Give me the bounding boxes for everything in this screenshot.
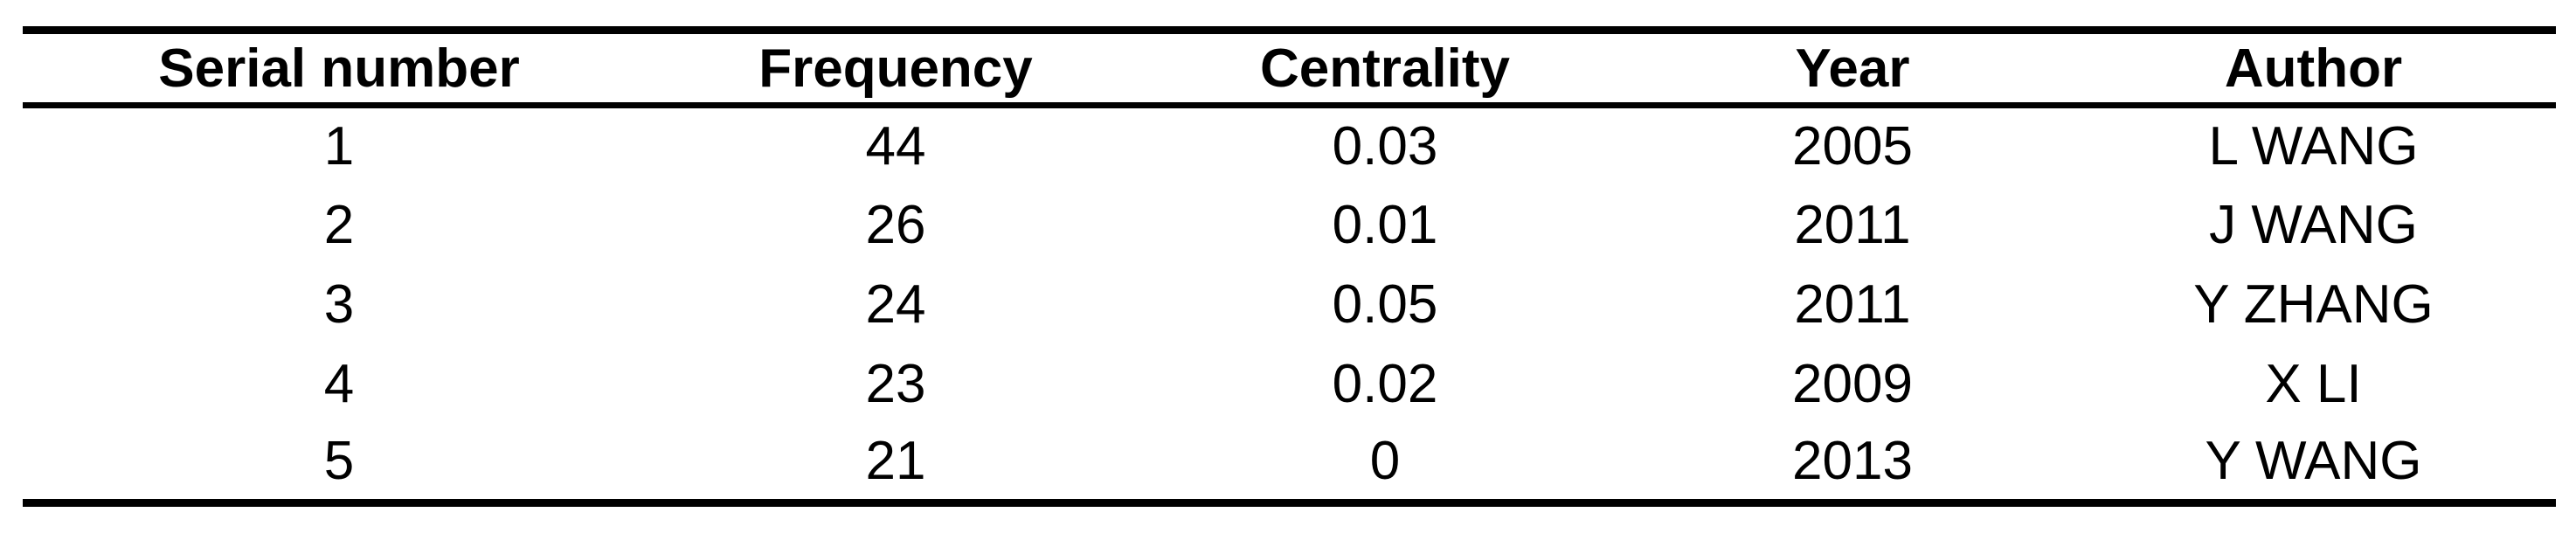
table-row: 3 24 0.05 2011 Y ZHANG bbox=[23, 265, 2556, 344]
data-table: Serial number Frequency Centrality Year … bbox=[23, 26, 2556, 507]
cell-author: Y ZHANG bbox=[2193, 274, 2434, 335]
cell-serial: 5 bbox=[323, 431, 355, 492]
table-row: 4 23 0.02 2009 X LI bbox=[23, 344, 2556, 424]
column-header-year: Year bbox=[1634, 30, 2071, 108]
cell-frequency: 26 bbox=[865, 194, 926, 255]
cell-serial: 1 bbox=[323, 116, 355, 177]
cell-serial: 3 bbox=[323, 274, 355, 335]
column-header-author: Author bbox=[2071, 30, 2556, 108]
cell-centrality: 0.02 bbox=[1332, 353, 1438, 414]
cell-serial: 4 bbox=[323, 353, 355, 414]
cell-centrality: 0.05 bbox=[1332, 274, 1438, 335]
column-header-centrality: Centrality bbox=[1136, 30, 1634, 108]
cell-author: L WANG bbox=[2208, 116, 2419, 177]
table-row: 1 44 0.03 2005 L WANG bbox=[23, 106, 2556, 185]
cell-year: 2005 bbox=[1792, 116, 1913, 177]
cell-author: Y WANG bbox=[2205, 431, 2422, 492]
column-header-serial-number: Serial number bbox=[23, 30, 655, 108]
column-header-frequency: Frequency bbox=[655, 30, 1136, 108]
cell-author: X LI bbox=[2265, 353, 2362, 414]
cell-year: 2011 bbox=[1794, 194, 1911, 255]
cell-year: 2013 bbox=[1792, 431, 1913, 492]
cell-year: 2009 bbox=[1792, 353, 1913, 414]
cell-centrality: 0 bbox=[1369, 431, 1401, 492]
cell-centrality: 0.03 bbox=[1332, 116, 1438, 177]
cell-serial: 2 bbox=[323, 194, 355, 255]
cell-frequency: 23 bbox=[865, 353, 926, 414]
cell-year: 2011 bbox=[1794, 274, 1911, 335]
cell-author: J WANG bbox=[2209, 194, 2418, 255]
cell-centrality: 0.01 bbox=[1332, 194, 1438, 255]
table-row: 2 26 0.01 2011 J WANG bbox=[23, 185, 2556, 265]
cell-frequency: 21 bbox=[865, 431, 926, 492]
cell-frequency: 24 bbox=[865, 274, 926, 335]
header-row: Serial number Frequency Centrality Year … bbox=[23, 30, 2556, 108]
table-row: 5 21 0 2013 Y WANG bbox=[23, 424, 2556, 503]
cell-frequency: 44 bbox=[865, 116, 926, 177]
